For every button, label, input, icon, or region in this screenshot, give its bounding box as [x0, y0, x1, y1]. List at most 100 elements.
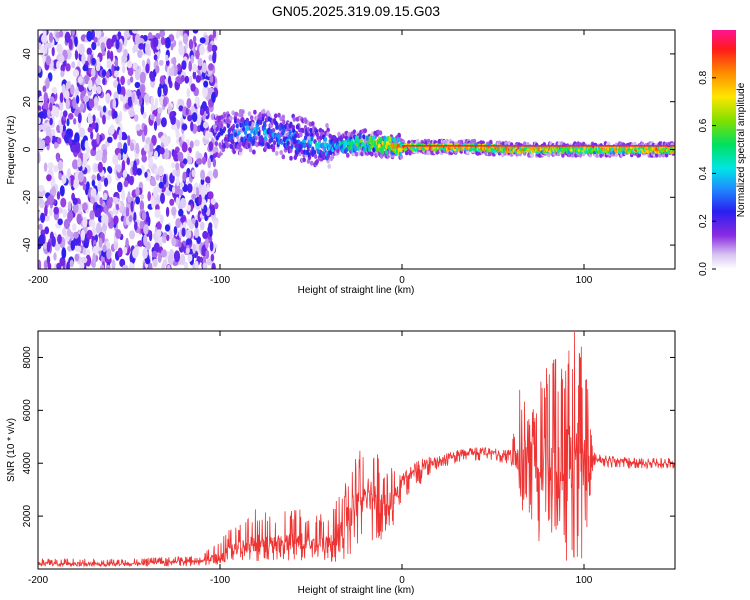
heat-cell — [132, 62, 138, 71]
heat-cell — [175, 196, 180, 206]
heat-cell — [38, 184, 45, 192]
heat-cell — [207, 191, 214, 200]
heat-cell — [38, 151, 41, 163]
heat-cell — [177, 151, 184, 162]
heat-cell — [192, 30, 199, 34]
heat-cell — [472, 138, 477, 144]
heat-cell — [172, 186, 176, 194]
heat-cell — [186, 88, 191, 98]
heat-cell — [263, 121, 267, 127]
heat-cell — [273, 113, 278, 119]
heat-cell — [147, 216, 151, 227]
heat-cell — [182, 171, 187, 182]
heat-cell — [188, 39, 194, 50]
heat-cell — [185, 238, 192, 246]
heat-cell — [111, 259, 116, 269]
heat-cell — [245, 125, 249, 131]
heat-cell — [82, 216, 88, 228]
heat-cell — [47, 109, 51, 118]
heat-cell — [122, 151, 127, 163]
x-tick-label: 100 — [576, 275, 593, 286]
heat-cell — [91, 121, 97, 130]
heat-cell — [162, 97, 168, 108]
heat-cell — [257, 130, 261, 137]
heat-cell — [261, 116, 265, 122]
heat-cell — [186, 204, 191, 212]
heat-cell — [82, 183, 87, 191]
heat-cell — [228, 127, 232, 133]
heat-cell — [197, 57, 203, 67]
heat-cell — [173, 150, 178, 162]
heat-cell — [96, 222, 102, 234]
heat-cell — [135, 196, 141, 205]
heat-cell — [214, 141, 218, 147]
heat-cell — [57, 160, 64, 172]
colorbar: 0.0 0.2 0.4 0.6 0.8 Normalized spectral ampl… — [698, 30, 747, 276]
heat-cell — [330, 154, 335, 160]
y-tick-label: 40 — [22, 48, 33, 60]
heat-cell — [136, 123, 141, 131]
heat-cell — [363, 128, 368, 134]
heat-cell — [191, 169, 196, 178]
heat-cell — [66, 118, 70, 127]
heat-cell — [45, 55, 52, 66]
heat-cell — [175, 218, 181, 229]
heat-cell — [125, 237, 129, 250]
heat-cell — [302, 157, 306, 163]
heat-cell — [288, 129, 292, 135]
heat-cell — [44, 215, 50, 222]
heat-cell — [118, 129, 123, 142]
heat-cell — [237, 130, 241, 136]
heat-cell — [375, 146, 379, 153]
heat-cell — [307, 152, 311, 158]
heat-cell — [106, 58, 112, 69]
heat-cell — [59, 92, 64, 103]
heat-cell — [214, 202, 219, 210]
heat-cell — [282, 128, 286, 134]
heat-cell — [210, 253, 215, 262]
heat-cell — [69, 259, 74, 268]
heat-cell — [241, 109, 245, 115]
heat-cell — [49, 117, 53, 126]
heat-cell — [306, 136, 311, 141]
heat-cell — [346, 152, 350, 158]
heat-cell — [202, 256, 207, 265]
heat-cell — [159, 75, 165, 85]
heat-cell — [181, 132, 185, 142]
heat-cell — [187, 253, 193, 262]
heat-cell — [141, 59, 146, 68]
heat-cell — [38, 123, 43, 131]
heat-cell — [277, 112, 281, 118]
heat-cell — [143, 34, 148, 42]
y-tick-label: 4000 — [22, 452, 33, 475]
heat-cell — [109, 50, 114, 62]
heat-cell — [322, 152, 326, 158]
heat-cell — [100, 42, 106, 51]
heat-cell — [165, 59, 170, 66]
heat-cell — [38, 259, 42, 269]
heat-cell — [180, 197, 187, 209]
heat-cell — [372, 147, 376, 153]
heat-cell — [176, 30, 181, 37]
heat-cell — [281, 154, 286, 160]
heat-cell — [178, 240, 182, 248]
heat-cell — [166, 234, 170, 242]
heat-cell — [493, 149, 497, 153]
heat-cell — [354, 146, 358, 152]
heat-cell — [56, 60, 60, 70]
heat-cell — [117, 152, 122, 161]
heat-cell — [190, 54, 195, 64]
heat-cell — [74, 132, 80, 144]
heat-cell — [121, 188, 125, 201]
heat-cell — [171, 237, 177, 247]
heat-cell — [261, 141, 265, 147]
heat-cell — [190, 121, 194, 132]
heat-cell — [247, 111, 252, 117]
heat-cell — [164, 148, 170, 160]
heat-cell — [292, 128, 296, 134]
heat-cell — [102, 105, 107, 113]
heat-cell — [43, 260, 48, 269]
heat-cell — [198, 194, 202, 206]
y-tick-label: 20 — [22, 96, 33, 108]
